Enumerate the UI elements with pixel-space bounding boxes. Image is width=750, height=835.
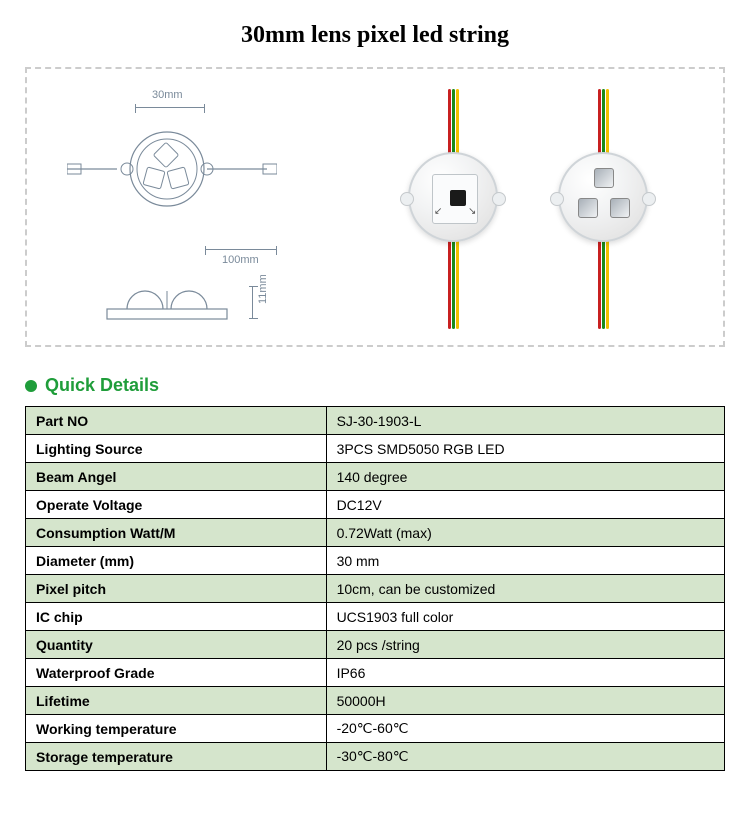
spec-label: Quantity bbox=[26, 631, 327, 659]
table-row: Diameter (mm)30 mm bbox=[26, 547, 725, 575]
spec-label: Lighting Source bbox=[26, 435, 327, 463]
spec-label: Lifetime bbox=[26, 687, 327, 715]
wire-red3-icon bbox=[598, 89, 601, 154]
table-row: Lifetime50000H bbox=[26, 687, 725, 715]
spec-label: Waterproof Grade bbox=[26, 659, 327, 687]
spec-value: 20 pcs /string bbox=[326, 631, 724, 659]
spec-value: 10cm, can be customized bbox=[326, 575, 724, 603]
wire-red4-icon bbox=[598, 239, 601, 329]
bullet-icon bbox=[25, 380, 37, 392]
spec-table: Part NOSJ-30-1903-LLighting Source3PCS S… bbox=[25, 406, 725, 771]
spec-label: Diameter (mm) bbox=[26, 547, 327, 575]
wire-green3-icon bbox=[602, 89, 605, 154]
spec-label: IC chip bbox=[26, 603, 327, 631]
table-row: Beam Angel140 degree bbox=[26, 463, 725, 491]
dim-11mm-label: 11mm bbox=[257, 274, 269, 304]
technical-drawing: 30mm 100mm bbox=[57, 89, 397, 329]
spec-value: -30℃-80℃ bbox=[326, 743, 724, 771]
spec-label: Working temperature bbox=[26, 715, 327, 743]
wire-yellow2-icon bbox=[456, 239, 459, 329]
wire-red-icon bbox=[448, 89, 451, 154]
wire-green-icon bbox=[452, 89, 455, 154]
wire-red2-icon bbox=[448, 239, 451, 329]
spec-label: Beam Angel bbox=[26, 463, 327, 491]
table-row: Storage temperature-30℃-80℃ bbox=[26, 743, 725, 771]
page-title: 30mm lens pixel led string bbox=[0, 0, 750, 67]
table-row: IC chipUCS1903 full color bbox=[26, 603, 725, 631]
table-row: Waterproof GradeIP66 bbox=[26, 659, 725, 687]
dim-100mm-line bbox=[205, 249, 277, 250]
spec-value: 0.72Watt (max) bbox=[326, 519, 724, 547]
wire-yellow4-icon bbox=[606, 239, 609, 329]
wire-green2-icon bbox=[452, 239, 455, 329]
top-view-outline bbox=[67, 114, 277, 234]
spec-value: -20℃-60℃ bbox=[326, 715, 724, 743]
spec-label: Pixel pitch bbox=[26, 575, 327, 603]
spec-value: IP66 bbox=[326, 659, 724, 687]
spec-value: 140 degree bbox=[326, 463, 724, 491]
spec-label: Storage temperature bbox=[26, 743, 327, 771]
spec-value: 30 mm bbox=[326, 547, 724, 575]
wire-yellow-icon bbox=[456, 89, 459, 154]
table-row: Consumption Watt/M0.72Watt (max) bbox=[26, 519, 725, 547]
product-photo: ↙ ↘ bbox=[398, 94, 698, 324]
led-module-back: ↙ ↘ bbox=[408, 152, 498, 242]
section-heading-text: Quick Details bbox=[45, 375, 159, 396]
side-view-outline bbox=[102, 279, 242, 329]
dim-11mm-line bbox=[252, 286, 253, 319]
table-row: Working temperature-20℃-60℃ bbox=[26, 715, 725, 743]
spec-label: Part NO bbox=[26, 407, 327, 435]
dim-30mm-line bbox=[135, 107, 205, 108]
dim-100mm-label: 100mm bbox=[222, 254, 259, 266]
spec-label: Operate Voltage bbox=[26, 491, 327, 519]
table-row: Operate VoltageDC12V bbox=[26, 491, 725, 519]
led-module-front bbox=[558, 152, 648, 242]
spec-value: UCS1903 full color bbox=[326, 603, 724, 631]
spec-value: 50000H bbox=[326, 687, 724, 715]
wire-yellow3-icon bbox=[606, 89, 609, 154]
spec-label: Consumption Watt/M bbox=[26, 519, 327, 547]
dim-30mm-label: 30mm bbox=[152, 89, 183, 101]
spec-value: 3PCS SMD5050 RGB LED bbox=[326, 435, 724, 463]
table-row: Quantity20 pcs /string bbox=[26, 631, 725, 659]
section-heading: Quick Details bbox=[25, 375, 725, 396]
spec-value: DC12V bbox=[326, 491, 724, 519]
table-row: Pixel pitch10cm, can be customized bbox=[26, 575, 725, 603]
table-row: Lighting Source3PCS SMD5050 RGB LED bbox=[26, 435, 725, 463]
table-row: Part NOSJ-30-1903-L bbox=[26, 407, 725, 435]
wire-green4-icon bbox=[602, 239, 605, 329]
diagram-container: 30mm 100mm bbox=[25, 67, 725, 347]
spec-value: SJ-30-1903-L bbox=[326, 407, 724, 435]
